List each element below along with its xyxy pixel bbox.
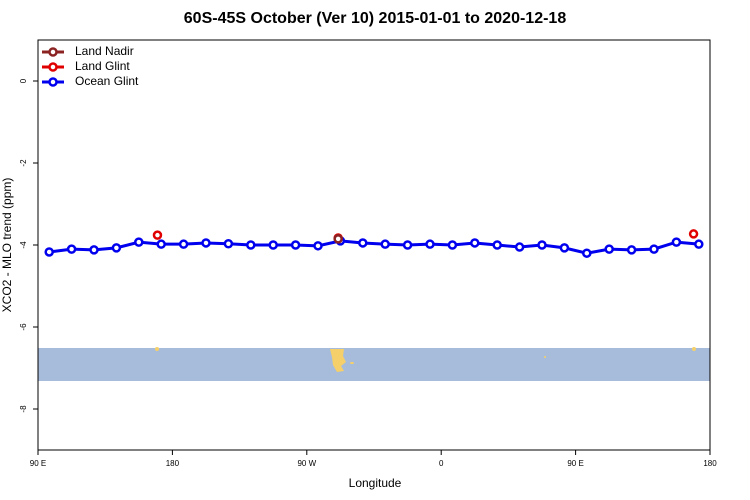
- data-point: [111, 243, 122, 253]
- ocean-band: [38, 348, 710, 381]
- data-point: [268, 240, 278, 250]
- data-point: [649, 244, 659, 254]
- data-point: [333, 234, 343, 244]
- data-point: [134, 237, 144, 247]
- data-point: [559, 243, 570, 253]
- data-point: [604, 244, 614, 254]
- data-point: [290, 240, 301, 250]
- data-point: [66, 244, 77, 254]
- data-point: [514, 242, 525, 252]
- y-tick-label: -6: [19, 323, 28, 331]
- x-tick-label: 0: [439, 459, 444, 468]
- data-point: [694, 239, 704, 249]
- legend-label: Ocean Glint: [75, 74, 139, 88]
- land-patch: [155, 347, 159, 351]
- data-point: [380, 239, 390, 249]
- y-tick-label: -4: [19, 241, 28, 249]
- y-tick-label: 0: [19, 78, 28, 83]
- x-tick-label: 90 E: [567, 459, 583, 468]
- data-point: [178, 239, 189, 249]
- x-axis-label: Longitude: [349, 476, 402, 490]
- data-point: [201, 238, 211, 248]
- y-axis-label: XCO2 - MLO trend (ppm): [0, 178, 14, 313]
- data-point: [492, 240, 502, 250]
- data-point: [671, 237, 682, 247]
- chart-title: 60S-45S October (Ver 10) 2015-01-01 to 2…: [184, 10, 567, 27]
- series-line: [49, 239, 699, 255]
- data-point: [402, 240, 413, 250]
- x-tick-label: 90 W: [297, 459, 316, 468]
- data-point: [537, 240, 547, 250]
- data-point: [89, 245, 99, 255]
- legend-marker: [48, 77, 58, 87]
- legend-label: Land Nadir: [75, 44, 134, 58]
- data-point: [688, 229, 699, 239]
- data-point: [223, 239, 234, 249]
- legend-marker: [48, 62, 58, 72]
- data-point: [447, 240, 458, 250]
- data-point: [425, 239, 435, 249]
- data-point: [626, 245, 637, 255]
- data-point: [246, 240, 256, 250]
- data-point: [156, 239, 166, 249]
- land-patch: [330, 349, 346, 372]
- y-tick-label: -2: [19, 159, 28, 167]
- data-point: [313, 241, 323, 251]
- data-point: [152, 230, 163, 240]
- legend-marker: [48, 47, 58, 57]
- land-patch: [692, 347, 696, 351]
- land-patch: [350, 362, 354, 364]
- x-tick-label: 180: [166, 459, 180, 468]
- data-point: [358, 238, 368, 248]
- x-tick-label: 90 E: [30, 459, 46, 468]
- legend-label: Land Glint: [75, 59, 130, 73]
- land-patch: [544, 356, 546, 358]
- map-inset: [38, 347, 710, 381]
- data-point: [470, 238, 480, 248]
- y-tick-label: -8: [19, 405, 28, 413]
- data-point: [582, 248, 592, 258]
- data-point: [44, 247, 54, 257]
- x-tick-label: 180: [703, 459, 717, 468]
